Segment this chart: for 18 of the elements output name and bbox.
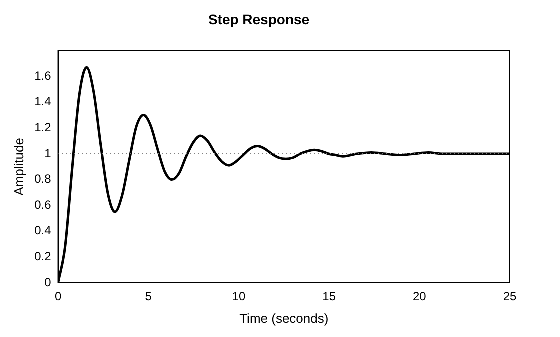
x-tick-label: 0: [54, 290, 62, 304]
x-tick-label: 5: [145, 290, 152, 304]
y-tick-label: 0: [44, 275, 52, 290]
y-tick-label: 0.2: [34, 250, 52, 264]
y-tick-label: 1.2: [34, 120, 52, 135]
x-axis-title: Time (seconds): [240, 310, 329, 326]
y-tick-label: 1: [44, 146, 52, 160]
y-tick-label: 0.4: [34, 224, 52, 238]
x-tick-label: 10: [232, 290, 246, 304]
y-tick-label: 1.4: [34, 94, 52, 109]
x-tick-label: 25: [503, 290, 517, 304]
x-tick-label: 20: [412, 290, 427, 304]
y-tick-label: 0.8: [34, 172, 52, 186]
y-tick-label: 0.6: [34, 198, 52, 212]
y-tick-label: 1.6: [34, 68, 52, 83]
x-tick-label: 15: [322, 290, 336, 304]
chart-title: Step Response: [208, 11, 310, 28]
y-axis-title: Amplitude: [11, 138, 26, 196]
